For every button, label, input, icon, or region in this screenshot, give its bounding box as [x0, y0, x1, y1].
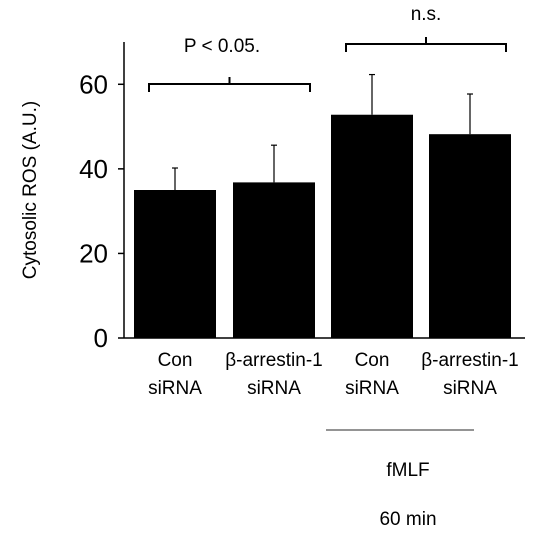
category-label: Con	[158, 350, 193, 371]
y-axis: 0 20 40 60	[79, 42, 125, 353]
category-label: Con	[355, 350, 390, 371]
y-tick-label: 40	[79, 154, 108, 184]
group-annotation: fMLF 60 min	[326, 429, 474, 530]
bar	[233, 182, 315, 338]
bar	[429, 134, 511, 338]
significance-label: P < 0.05.	[184, 36, 260, 57]
y-axis-label: Cytosolic ROS (A.U.)	[20, 101, 41, 279]
category-label: siRNA	[247, 378, 301, 399]
category-labels: Con siRNA β-arrestin-1 siRNA Con siRNA β-arres…	[148, 350, 519, 399]
significance-label: n.s.	[411, 4, 442, 25]
bar	[331, 114, 413, 338]
category-label: β-arrestin-1	[421, 350, 519, 371]
category-label: siRNA	[443, 378, 497, 399]
group-label: fMLF	[386, 460, 429, 481]
y-tick-label: 60	[79, 69, 108, 99]
significance-brackets: P < 0.05. n.s.	[148, 4, 507, 92]
category-label: siRNA	[345, 378, 399, 399]
category-label: β-arrestin-1	[225, 350, 323, 371]
y-tick-label: 20	[79, 238, 108, 268]
significance-bracket	[148, 83, 311, 92]
error-bars	[172, 73, 473, 190]
significance-bracket	[345, 43, 507, 52]
y-tick-label: 0	[94, 323, 108, 353]
category-label: siRNA	[148, 378, 202, 399]
bar	[134, 190, 216, 338]
bars	[134, 114, 511, 338]
group-label: 60 min	[379, 509, 436, 530]
